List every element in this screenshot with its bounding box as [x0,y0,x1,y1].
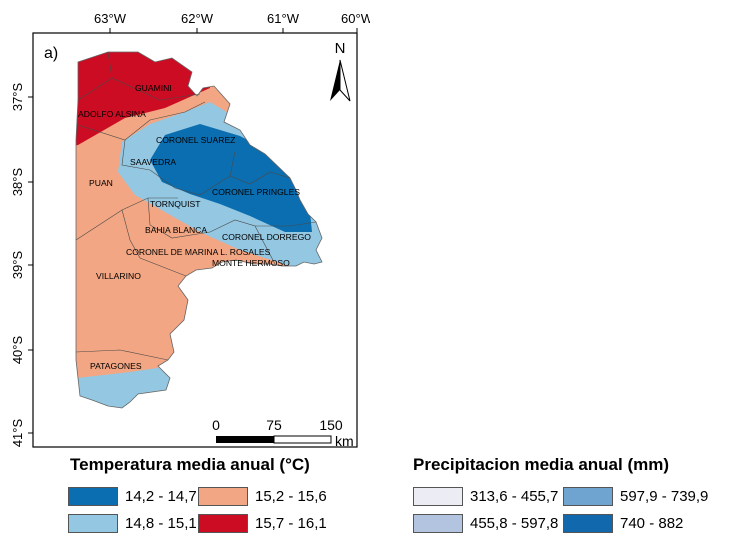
region-outline [75,51,323,409]
county-borders [75,51,317,361]
north-arrow-icon [330,59,351,102]
legend-item: 740 - 882 [563,513,683,533]
county-label-adolfo-alsina: ADOLFO ALSINA [78,109,146,119]
map-panel-precipitation: 63°W 62°W 61°W 60°W 37°S 38°S 39°S 40°S … [363,0,740,450]
legend-swatch [413,513,463,533]
scale-tick-label: 75 [266,417,282,433]
county-label-coronel-suarez: CORONEL SUAREZ [156,135,235,145]
zone-15-7-16-1 [76,52,210,148]
north-label: N [335,40,346,57]
legend-item: 313,6 - 455,7 [413,486,558,506]
legend-label: 15,2 - 15,6 [255,487,327,505]
legend-temperature: 14,2 - 14,7 15,2 - 15,6 14,8 - 15,1 15,7… [68,486,368,534]
legend-item: 14,8 - 15,1 [68,513,197,533]
scale-tick-label: 150 [319,417,343,433]
legend-swatch [563,513,613,533]
county-label-saavedra: SAAVEDRA [130,157,176,167]
legend-swatch [68,486,118,506]
scale-tick-label: 0 [212,417,220,433]
legend-item: 455,8 - 597,8 [413,513,558,533]
legend-item: 597,9 - 739,9 [563,486,708,506]
legend-swatch [198,486,248,506]
county-label-guamini: GUAMINI [135,83,172,93]
map-panel-temperature: 63°W 62°W 61°W 60°W 37°S 38°S 39°S 40°S … [0,0,370,450]
county-label-villarino: VILLARINO [96,271,141,281]
lat-tick-label: 39°S [10,251,25,280]
scale-bar [216,435,332,444]
lat-tick-label: 40°S [10,336,25,365]
map-frame [28,28,358,448]
lat-tick-label: 38°S [10,168,25,197]
legend-label: 597,9 - 739,9 [620,487,709,505]
lon-tick-label: 62°W [181,11,214,26]
legend-title-temperature: Temperatura media anual (°C) [70,455,310,474]
legend-title-precipitation: Precipitacion media anual (mm) [413,455,670,474]
county-labels: GUAMINI ADOLFO ALSINA CORONEL SUAREZ SAA… [78,83,311,371]
county-label-coronel-pringles: CORONEL PRINGLES [212,187,300,197]
county-label-coronel-dorrego: CORONEL DORREGO [222,232,311,242]
legend-label: 740 - 882 [620,514,684,532]
lon-tick-label: 61°W [267,11,300,26]
county-label-coronel-de-marina: CORONEL DE MARINA L. ROSALES [126,247,271,257]
lat-tick-label: 41°S [10,419,25,448]
legend-swatch [68,513,118,533]
lat-tick-label: 37°S [10,83,25,112]
county-label-patagones: PATAGONES [90,361,142,371]
panel-label: a) [44,45,58,62]
legend-swatch [413,486,463,506]
legend-label: 15,7 - 16,1 [255,514,327,532]
legend-item: 15,7 - 16,1 [198,513,327,533]
scale-unit: km [335,433,354,449]
county-label-bahia-blanca: BAHIA BLANCA [145,225,207,235]
legend-item: 15,2 - 15,6 [198,486,327,506]
lon-tick-label: 63°W [94,11,127,26]
legend-label: 14,2 - 14,7 [125,487,197,505]
legend-precipitation: 313,6 - 455,7 597,9 - 739,9 455,8 - 597,… [413,486,733,534]
legend-label: 313,6 - 455,7 [470,487,559,505]
legend-label: 14,8 - 15,1 [125,514,197,532]
county-label-puan: PUAN [89,178,113,188]
county-label-monte-hermoso: MONTE HERMOSO [212,258,290,268]
legend-swatch [198,513,248,533]
zone-14-2-14-7 [150,124,312,232]
legend-swatch [563,486,613,506]
county-label-tornquist: TORNQUIST [150,199,201,209]
lon-tick-label: 60°W [341,11,370,26]
legend-item: 14,2 - 14,7 [68,486,197,506]
legend-label: 455,8 - 597,8 [470,514,559,532]
